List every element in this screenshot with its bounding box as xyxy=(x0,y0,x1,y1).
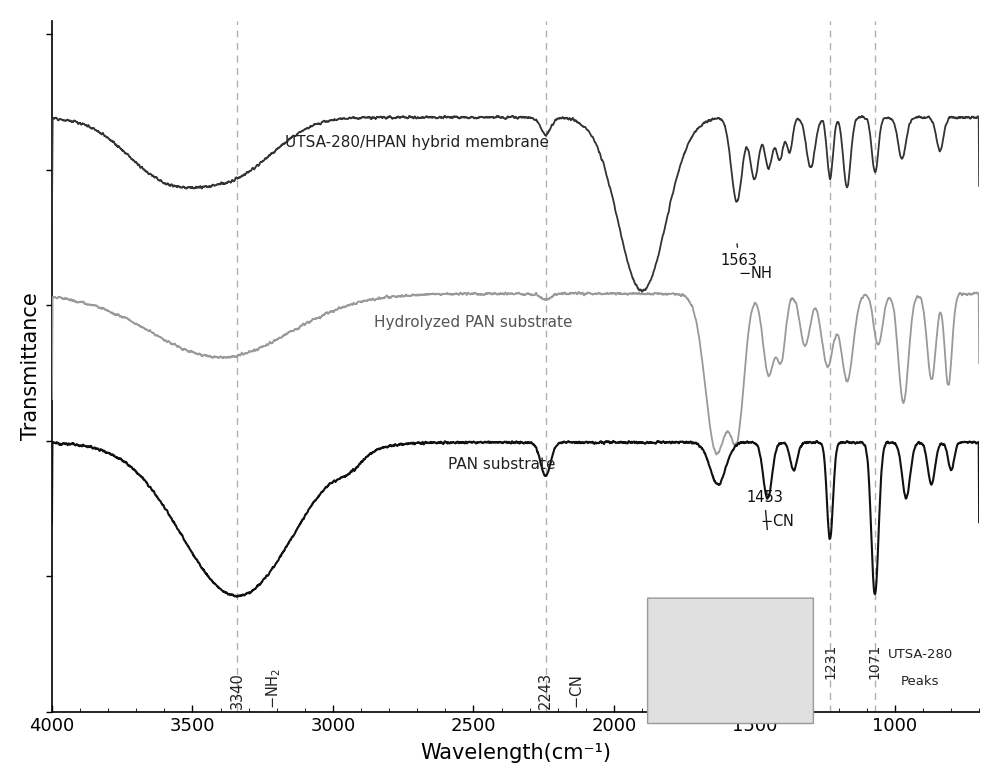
Text: $-$CN: $-$CN xyxy=(569,675,585,709)
Text: 1071: 1071 xyxy=(868,644,882,679)
Text: UTSA-280/HPAN hybrid membrane: UTSA-280/HPAN hybrid membrane xyxy=(285,136,549,151)
Text: UTSA-280: UTSA-280 xyxy=(888,648,953,661)
Y-axis label: Transmittance: Transmittance xyxy=(21,292,41,441)
Text: 1453: 1453 xyxy=(746,490,783,530)
Text: PAN substrate: PAN substrate xyxy=(448,457,555,472)
Text: $-$CN: $-$CN xyxy=(760,513,794,528)
Text: 3340: 3340 xyxy=(230,672,245,709)
Text: 1563: 1563 xyxy=(721,244,758,268)
Text: Hydrolyzed PAN substrate: Hydrolyzed PAN substrate xyxy=(374,315,573,330)
X-axis label: Wavelength(cm⁻¹): Wavelength(cm⁻¹) xyxy=(420,743,611,763)
FancyBboxPatch shape xyxy=(648,598,813,724)
Text: $-$NH: $-$NH xyxy=(738,265,772,281)
Text: Peaks: Peaks xyxy=(901,675,939,688)
Text: 2243: 2243 xyxy=(538,671,553,709)
Text: 1231: 1231 xyxy=(823,644,837,679)
Text: $-$NH$_2$: $-$NH$_2$ xyxy=(265,667,283,709)
